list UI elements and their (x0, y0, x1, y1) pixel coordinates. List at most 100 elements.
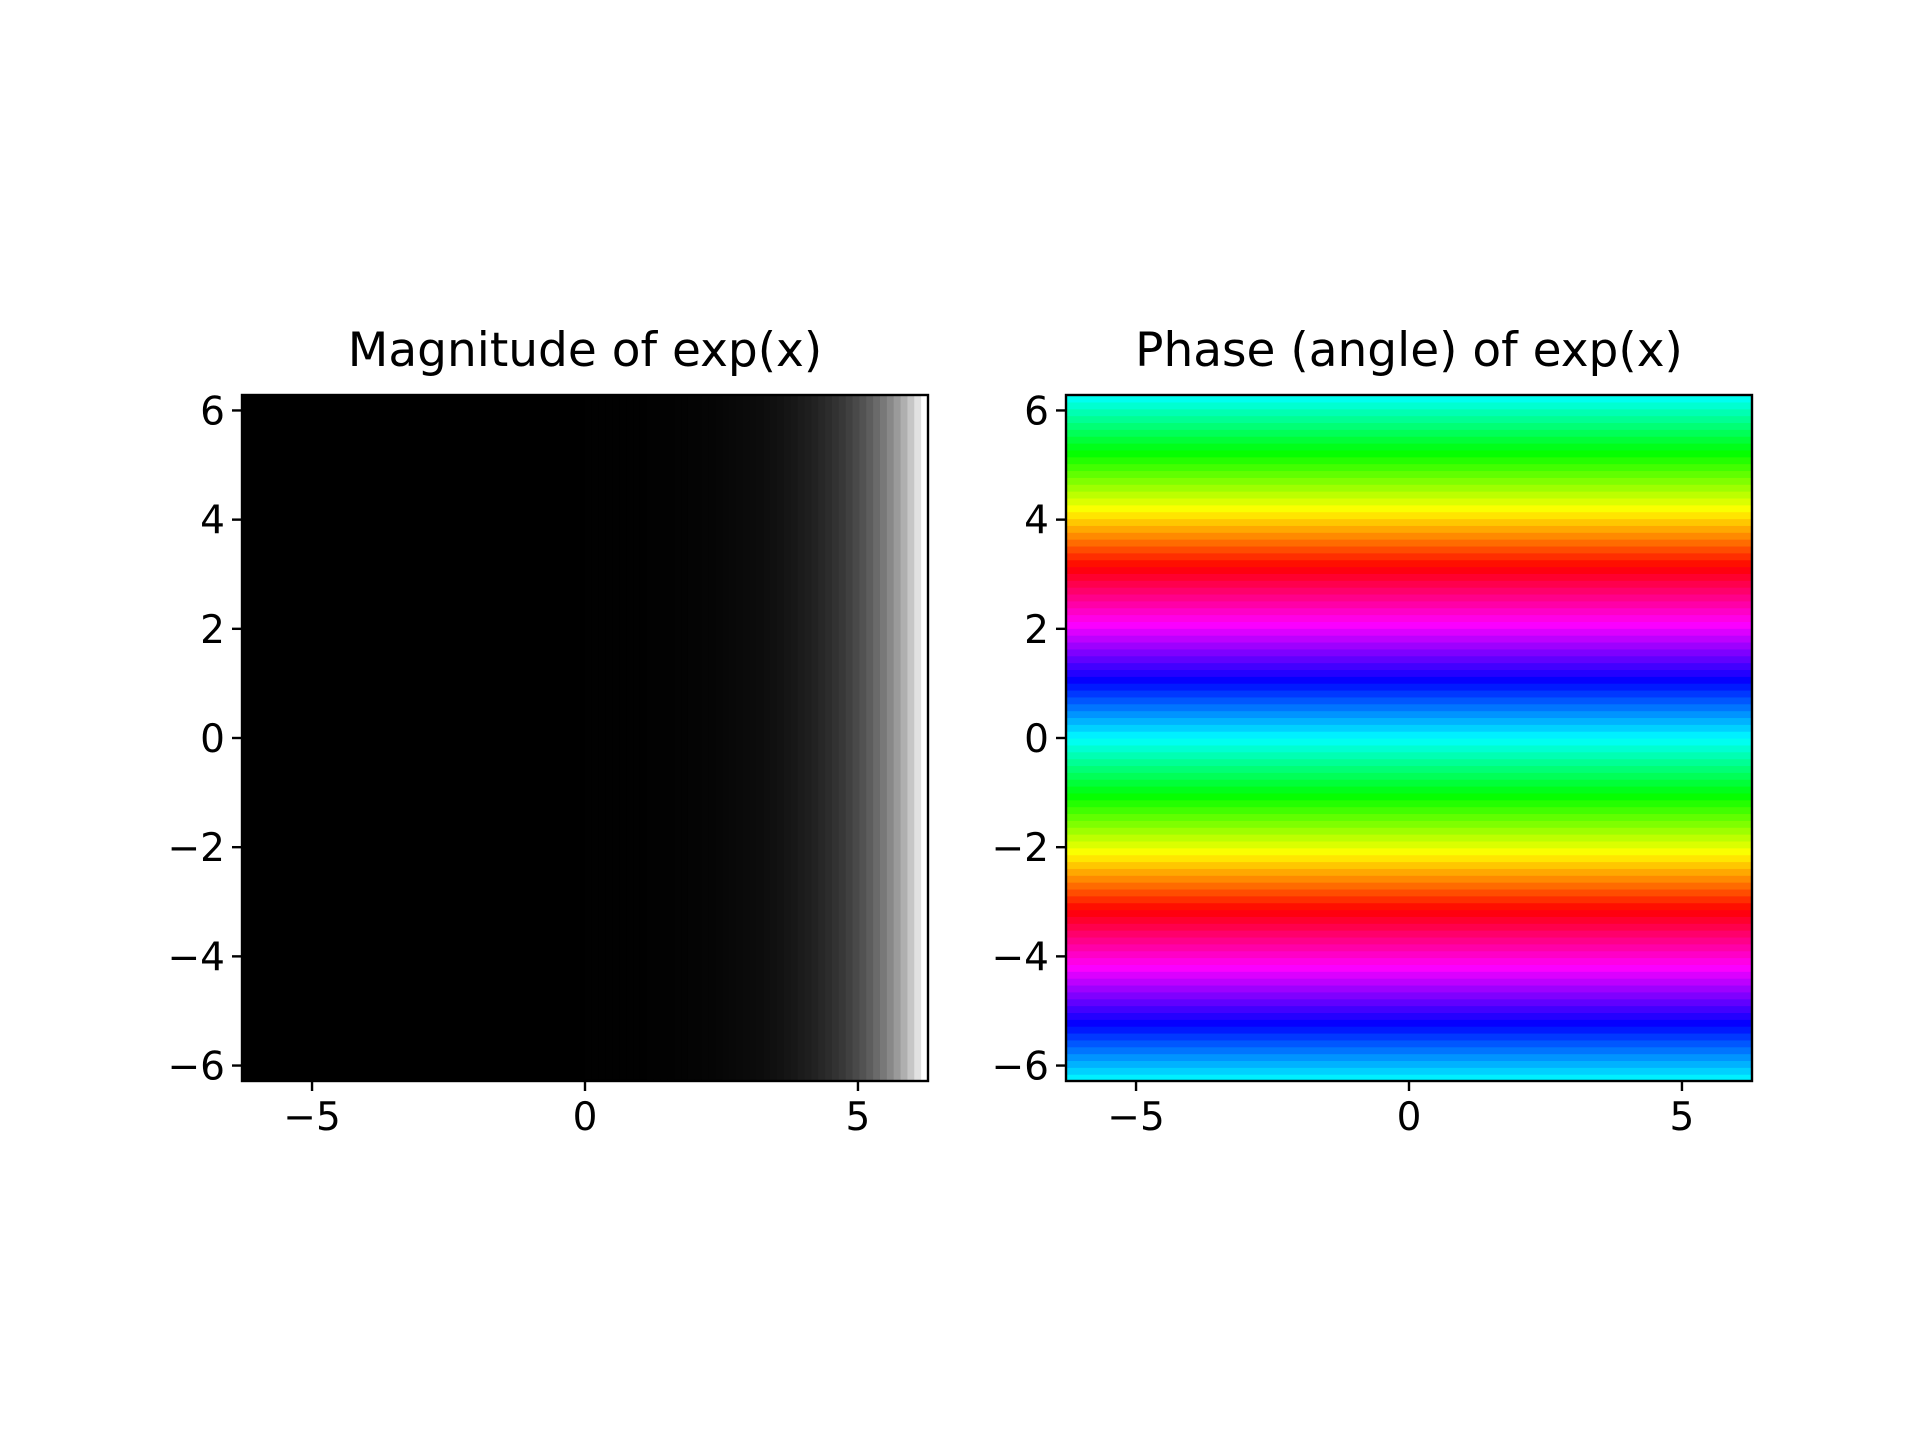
phase-cell-strip (1066, 916, 1752, 924)
phase-cell-strip (1066, 895, 1752, 904)
phase-y-tick-label: 2 (1024, 608, 1049, 653)
phase-cell-strip (1066, 628, 1752, 636)
magnitude-cell-strip (708, 395, 716, 1081)
magnitude-cell-strip (296, 395, 305, 1081)
phase-cell-strip (1066, 909, 1752, 917)
phase-cell-strip (1066, 875, 1752, 883)
phase-cell-strip (1066, 621, 1752, 629)
magnitude-cell-strip (509, 395, 517, 1081)
magnitude-cell-strip (365, 395, 373, 1081)
magnitude-cell-strip (921, 395, 929, 1081)
phase-cell-strip (1066, 792, 1752, 801)
magnitude-cell-strip (317, 395, 325, 1081)
phase-cell-strip (1066, 580, 1752, 588)
phase-cell-strip (1066, 786, 1752, 794)
magnitude-cell-strip (488, 395, 497, 1081)
phase-cell-strip (1066, 1039, 1752, 1048)
magnitude-cell-strip (715, 395, 723, 1081)
phase-cell-strip (1066, 607, 1752, 616)
phase-cell-strip (1066, 436, 1752, 444)
magnitude-cell-strip (790, 395, 799, 1081)
phase-cell-strip (1066, 971, 1752, 979)
phase-cell-strip (1066, 744, 1752, 753)
magnitude-panel: Magnitude of exp(x) −5 0 5 −6 −4 −2 0 2 4 6 (168, 323, 930, 1140)
magnitude-cell-strip (722, 395, 730, 1081)
magnitude-cell-strip (468, 395, 476, 1081)
magnitude-cell-strip (482, 395, 490, 1081)
magnitude-cell-strip (770, 395, 778, 1081)
phase-cell-strip (1066, 593, 1752, 602)
phase-cell-strip (1066, 456, 1752, 465)
magnitude-y-axis: −6 −4 −2 0 2 4 6 (168, 389, 242, 1090)
phase-cell-strip (1066, 984, 1752, 993)
phase-cell-strip (1066, 827, 1752, 835)
phase-heatmap (1066, 395, 1752, 1082)
magnitude-cell-strip (440, 395, 449, 1081)
phase-cell-strip (1066, 504, 1752, 513)
magnitude-cell-strip (825, 395, 833, 1081)
magnitude-cell-strip (454, 395, 463, 1081)
phase-cell-strip (1066, 422, 1752, 430)
phase-cell-strip (1066, 1005, 1752, 1013)
phase-cell-strip (1066, 463, 1752, 472)
phase-cell-strip (1066, 573, 1752, 581)
phase-cell-strip (1066, 991, 1752, 1000)
phase-cell-strip (1066, 820, 1752, 828)
magnitude-cell-strip (633, 395, 641, 1081)
magnitude-cell-strip (557, 395, 566, 1081)
phase-cell-strip (1066, 1026, 1752, 1034)
magnitude-cell-strip (447, 395, 456, 1081)
phase-cell-strip (1066, 758, 1752, 767)
magnitude-cell-strip (729, 395, 737, 1081)
magnitude-cell-strip (591, 395, 600, 1081)
phase-cell-strip (1066, 861, 1752, 869)
phase-cell-strip (1066, 731, 1752, 739)
phase-cell-strip (1066, 710, 1752, 719)
phase-cell-strip (1066, 395, 1752, 403)
magnitude-cell-strip (619, 395, 627, 1081)
magnitude-cell-strip (831, 395, 840, 1081)
magnitude-cell-strip (914, 395, 922, 1081)
magnitude-cell-strip (749, 395, 758, 1081)
phase-cell-strip (1066, 1032, 1752, 1041)
magnitude-cell-strip (804, 395, 812, 1081)
phase-cell-strip (1066, 696, 1752, 705)
phase-cell-strip (1066, 779, 1752, 787)
magnitude-y-tick-label: 4 (200, 499, 225, 544)
phase-cell-strip (1066, 470, 1752, 478)
phase-x-tick-label: 0 (1397, 1095, 1422, 1140)
magnitude-cell-strip (578, 395, 586, 1081)
phase-cell-strip (1066, 545, 1752, 554)
magnitude-cell-strip (386, 395, 394, 1081)
magnitude-cell-strip (420, 395, 428, 1081)
magnitude-cell-strip (255, 395, 264, 1081)
phase-cell-strip (1066, 525, 1752, 533)
phase-cell-strip (1066, 998, 1752, 1007)
magnitude-cell-strip (324, 395, 332, 1081)
magnitude-y-tick-label: −4 (168, 935, 226, 980)
phase-y-tick-label: −2 (992, 826, 1050, 871)
phase-y-tick-label: −6 (992, 1045, 1050, 1090)
phase-cell-strip (1066, 443, 1752, 451)
phase-cell-strip (1066, 477, 1752, 485)
phase-cell-strip (1066, 1012, 1752, 1020)
phase-cell-strip (1066, 683, 1752, 691)
magnitude-cell-strip (612, 395, 620, 1081)
phase-x-tick-label: −5 (1107, 1095, 1165, 1140)
phase-cell-strip (1066, 641, 1752, 650)
magnitude-cell-strip (811, 395, 819, 1081)
magnitude-cell-strip (303, 395, 312, 1081)
phase-cell-strip (1066, 854, 1752, 863)
magnitude-y-tick-label: 2 (200, 608, 225, 653)
magnitude-cell-strip (742, 395, 751, 1081)
phase-panel: Phase (angle) of exp(x) −5 0 5 −6 −4 −2 0 2 4 6 (992, 323, 1754, 1140)
phase-cell-strip (1066, 484, 1752, 492)
magnitude-cell-strip (605, 395, 614, 1081)
phase-cell-strip (1066, 799, 1752, 808)
phase-cell-strip (1066, 497, 1752, 506)
phase-cell-strip (1066, 669, 1752, 677)
magnitude-cell-strip (338, 395, 346, 1081)
phase-cell-strip (1066, 1060, 1752, 1068)
magnitude-cell-strip (886, 395, 895, 1081)
